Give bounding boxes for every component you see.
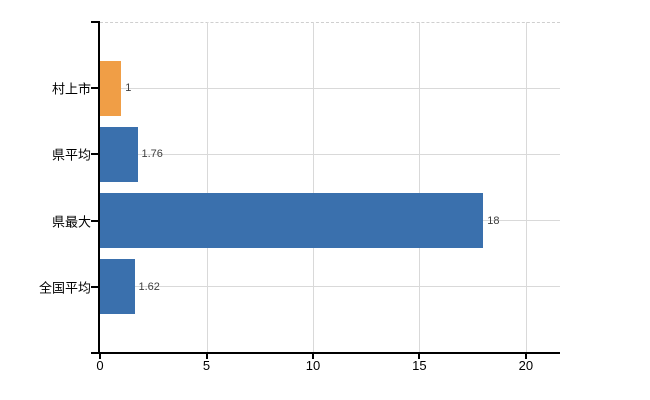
category-label: 村上市 (51, 81, 91, 97)
category-label: 県平均 (51, 147, 91, 163)
v-gridline (419, 22, 421, 353)
plot-area: 1 1.76 18 1.62 (100, 22, 560, 353)
h-gridline (100, 286, 560, 288)
bar (100, 259, 135, 315)
x-axis-tick (524, 353, 527, 359)
y-axis-tick (91, 219, 99, 222)
category-label: 県最大 (51, 214, 91, 230)
x-axis-line (91, 352, 560, 354)
x-axis-tick (418, 353, 421, 359)
v-gridline (525, 22, 527, 353)
category-label: 全国平均 (38, 280, 91, 296)
y-axis-top-tick (91, 21, 100, 23)
bar-value-label: 1.62 (138, 280, 160, 293)
y-axis-tick (91, 153, 99, 156)
x-axis-tick (99, 353, 101, 359)
x-axis-tick (312, 353, 314, 359)
y-axis-tick (91, 285, 99, 288)
bar (100, 126, 138, 182)
bar-value-label: 18 (487, 214, 500, 227)
h-gridline (100, 87, 560, 89)
v-gridline (313, 22, 314, 353)
x-axis-tick-label: 0 (96, 358, 104, 373)
x-axis-tick-label: 5 (202, 358, 211, 373)
x-axis-tick (205, 353, 208, 359)
h-gridline (100, 153, 560, 155)
bar-value-label: 1.76 (141, 148, 163, 161)
plot-top-border (100, 22, 560, 23)
y-axis-tick (91, 87, 99, 90)
bar (100, 60, 122, 116)
bar-value-label: 1 (125, 82, 132, 95)
x-axis-tick-label: 20 (518, 358, 534, 373)
x-axis-tick-label: 10 (305, 358, 321, 373)
v-gridline (206, 22, 208, 353)
bar (100, 193, 484, 249)
y-axis-line (98, 22, 100, 353)
x-axis-tick-label: 15 (412, 358, 427, 373)
